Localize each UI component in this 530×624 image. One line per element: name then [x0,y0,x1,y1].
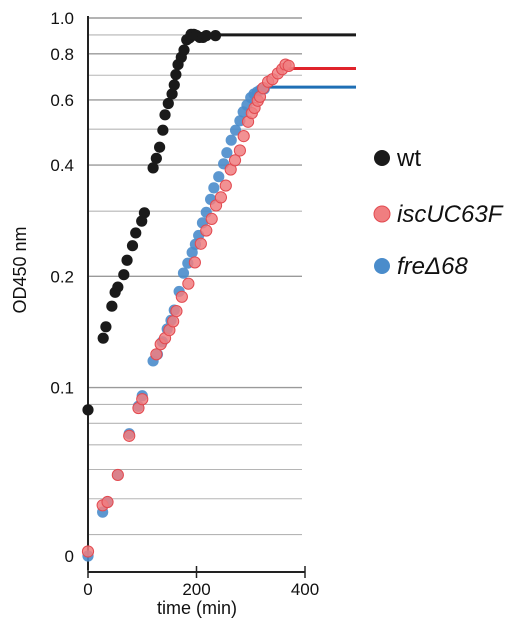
data-point [225,134,237,146]
data-point [228,154,242,167]
data-point [237,130,250,143]
gridlines [88,17,302,536]
data-point [82,404,94,416]
legend-marker [373,205,391,223]
data-point [233,144,246,157]
data-point [170,68,182,81]
y-tick-label: 0.8 [50,45,74,64]
data-point [221,147,233,159]
data-point [101,495,114,509]
data-point [219,179,232,192]
y-tick-labels: 0 0.1 0.2 0.4 0.6 0.8 1.0 [50,9,74,566]
data-point [168,79,180,91]
series-1 [81,58,295,558]
data-point [126,240,139,252]
data-points [81,28,295,562]
y-tick-label: 1.0 [50,9,74,28]
data-point [188,256,201,269]
x-tick-label: 0 [83,580,92,599]
data-point [178,44,190,56]
data-point [81,545,95,558]
data-point [208,182,220,194]
data-point [136,393,149,406]
data-point [182,277,195,290]
data-point [147,162,159,174]
legend-marker [374,150,390,166]
data-point [106,300,118,312]
data-point [121,254,133,266]
data-point [162,97,174,110]
data-point [175,290,188,303]
data-point [150,152,162,164]
data-point [100,321,112,333]
data-point [194,237,207,250]
y-tick-label: 0.6 [50,91,74,110]
data-point [177,267,190,279]
data-point [200,224,213,237]
y-tick-label: 0 [65,547,74,566]
data-point [205,212,218,225]
data-point [112,281,124,293]
data-point [166,88,178,100]
data-point [97,332,109,344]
data-point [157,124,169,136]
x-axis-title: time (min) [157,598,237,618]
data-point [229,124,242,136]
data-point [282,59,295,72]
data-point [154,141,166,153]
data-point [213,171,225,183]
data-point [214,191,228,204]
data-point [150,348,163,361]
data-point [118,269,130,281]
legend-label: wt [396,145,421,172]
legend-label: iscUC63F [397,201,504,228]
data-point [130,227,142,239]
y-tick-label: 0.1 [50,379,74,398]
y-tick-label: 0.4 [50,156,74,175]
data-point [170,304,183,318]
data-point [200,30,212,42]
legend: wt iscUC63F freΔ68 [373,145,504,280]
y-axis-title: OD450 nm [10,226,30,313]
legend-marker [374,258,390,274]
plateau-lines [212,33,356,89]
x-tick-label: 400 [291,580,319,599]
y-tick-label: 0.2 [50,267,74,286]
data-point [123,429,136,442]
x-tick-label: 200 [182,580,210,599]
legend-label: freΔ68 [397,253,468,280]
data-point [159,109,171,121]
data-point [111,468,124,482]
series-0 [82,28,222,416]
data-point [209,30,222,42]
data-point [138,207,151,219]
data-point [167,315,180,328]
x-tick-labels: 0 200 400 [83,566,319,599]
